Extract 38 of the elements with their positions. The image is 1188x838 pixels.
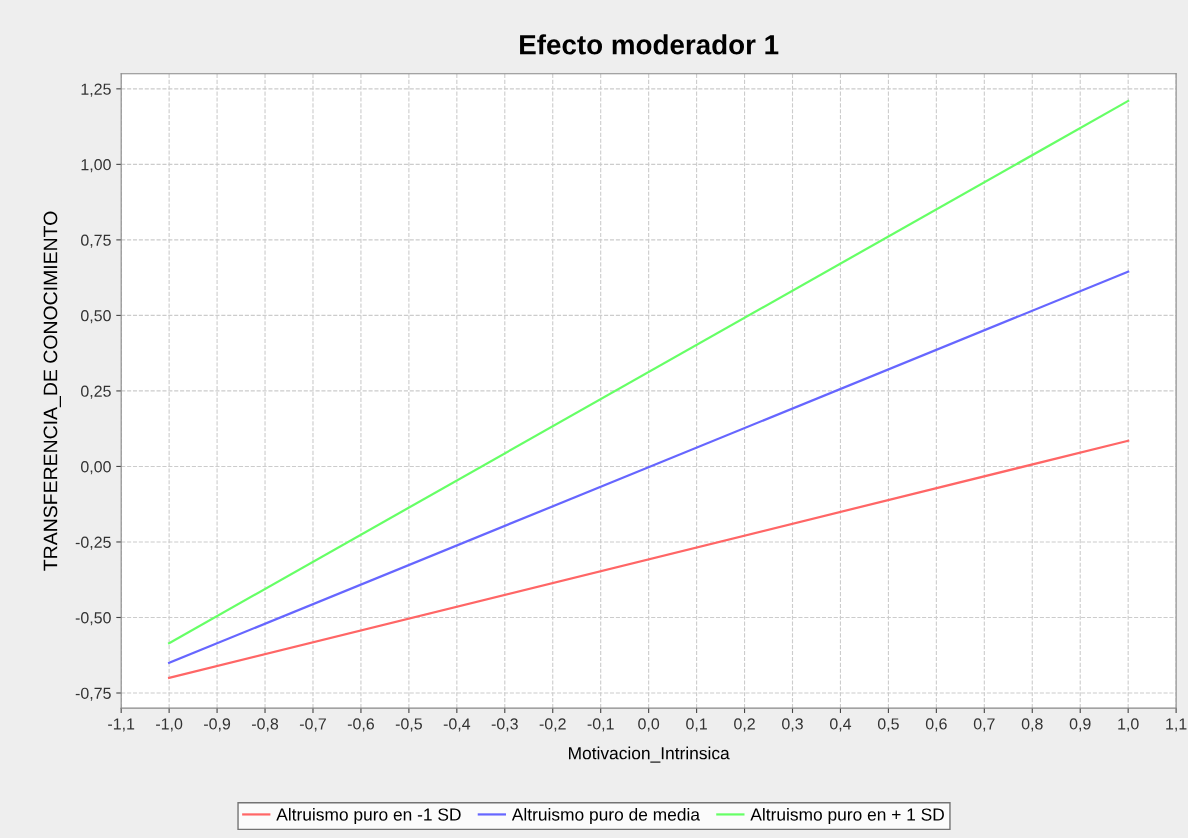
x-tick-label: -1,1 [108, 718, 135, 732]
y-tick-label: 1,00 [81, 159, 111, 173]
y-axis-title: TRANSFERENCIA_DE CONOCIMIENTO [43, 211, 61, 571]
x-tick-label: -0,1 [587, 718, 614, 732]
y-tick-label: -0,75 [75, 687, 111, 701]
x-tick-label: 0,7 [973, 718, 995, 732]
legend-label: Altruismo puro en + 1 SD [750, 807, 944, 825]
y-tick-label: 0,25 [80, 385, 111, 399]
x-axis-title: Motivacion_Intrinsica [569, 746, 730, 763]
x-tick-label: -0,2 [539, 718, 566, 732]
x-tick-label: 0,6 [925, 718, 947, 732]
y-tick-label: -0,50 [75, 612, 111, 626]
x-tick-label: 0,4 [829, 718, 852, 732]
x-tick-label: -0,6 [347, 718, 374, 732]
x-tick-label: -0,9 [204, 718, 231, 732]
x-tick-label: -0,8 [251, 718, 279, 732]
x-tick-label: 0,5 [877, 718, 899, 732]
x-tick-label: -0,5 [395, 718, 422, 732]
y-tick-label: 0,50 [80, 310, 111, 324]
y-tick-label: 0,75 [80, 234, 111, 248]
x-tick-label: 0,8 [1021, 718, 1043, 732]
y-tick-label: 0,00 [80, 461, 111, 475]
x-tick-label: 0,0 [638, 718, 660, 732]
chart-title: Efecto moderador 1 [520, 34, 779, 55]
y-tick-label: 1,25 [81, 83, 111, 97]
y-tick-label: -0,25 [75, 536, 111, 550]
legend-label: Altruismo puro en -1 SD [276, 807, 461, 825]
x-tick-label: 0,1 [686, 718, 707, 732]
x-tick-label: -0,7 [299, 718, 326, 732]
x-tick-label: -1,0 [156, 718, 183, 732]
x-tick-label: 1,0 [1118, 718, 1139, 732]
x-tick-label: -0,4 [443, 718, 471, 732]
x-tick-label: -0,3 [491, 718, 518, 732]
x-tick-label: 0,3 [782, 718, 803, 732]
x-tick-label: 1,1 [1166, 718, 1187, 732]
x-tick-label: 0,9 [1069, 718, 1091, 732]
legend-label: Altruismo puro de media [511, 807, 700, 825]
x-tick-label: 0,2 [734, 718, 755, 732]
